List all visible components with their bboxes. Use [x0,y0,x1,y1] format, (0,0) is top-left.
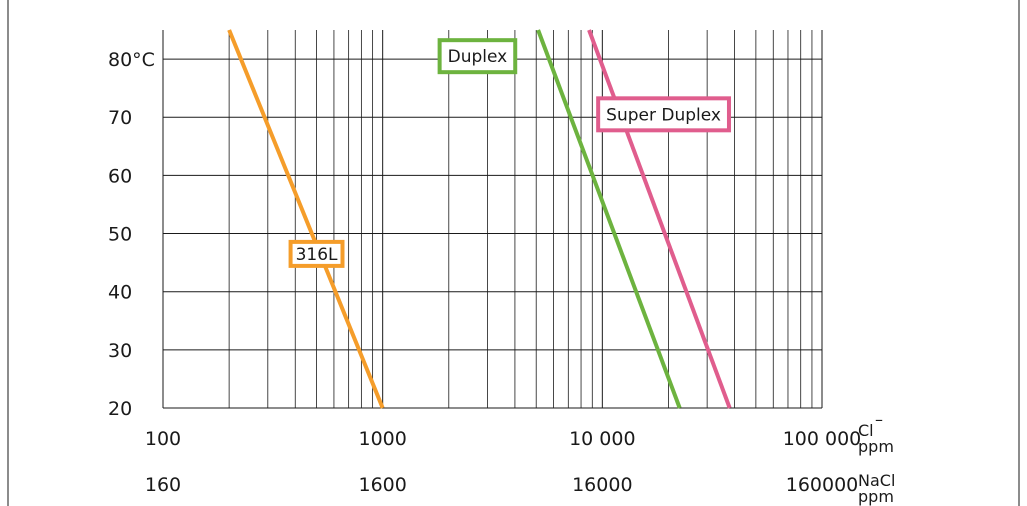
series-label-text: 316L [296,245,338,265]
y-tick-label: 30 [108,340,132,362]
x-unit-superscript: – [875,410,883,429]
secondary-unit-ppm: ppm [858,487,894,506]
x-unit-chloride: Cl [858,421,874,440]
x-tick-label: 100 000 [783,428,862,450]
secondary-x-tick-label: 16000 [572,474,632,496]
y-tick-label: 50 [108,224,132,246]
y-tick-label: 80°C [108,49,155,71]
y-tick-label: 40 [108,282,132,304]
x-tick-label: 10 000 [569,428,635,450]
secondary-unit-nacl: NaCl [858,471,895,490]
series-line [587,29,732,409]
tick-labels: 80°C 70 60 50 40 30 20 100 1000 10 000 100 000 160 1… [108,49,861,496]
y-tick-label: 60 [108,165,132,187]
series-label-box [437,38,518,75]
series-label-text: Super Duplex [606,105,721,125]
secondary-x-tick-label: 160000 [786,474,859,496]
series-label-box [288,239,345,268]
series-line [536,29,682,409]
secondary-x-tick-label: 1600 [358,474,406,496]
series-label-text: Duplex [448,47,508,67]
series-labels: 316L Duplex Super Duplex [288,38,731,268]
series-lines [227,29,732,409]
series-line [227,29,385,409]
series-label-box [596,96,731,133]
x-tick-label: 1000 [358,428,406,450]
x-unit-ppm: ppm [858,437,894,456]
secondary-x-tick-label: 160 [145,474,181,496]
x-tick-label: 100 [145,428,181,450]
y-tick-label: 70 [108,107,132,129]
y-tick-label: 20 [108,398,132,420]
